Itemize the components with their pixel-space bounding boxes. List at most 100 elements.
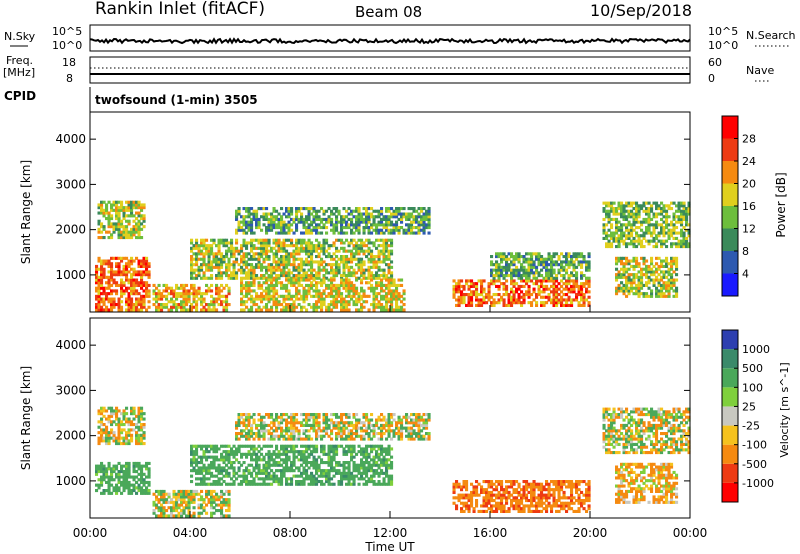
echo-cell (275, 268, 279, 272)
echo-cell (252, 238, 256, 242)
echo-cell (610, 223, 614, 227)
echo-cell (302, 444, 306, 448)
echo-cell (185, 506, 189, 510)
echo-cell (127, 300, 131, 304)
echo-cell (302, 458, 306, 462)
echo-cell (512, 290, 516, 294)
echo-cell (220, 471, 224, 475)
echo-cell (110, 475, 114, 479)
echo-cell (477, 298, 481, 302)
echo-cell (672, 217, 676, 221)
echo-cell (325, 461, 329, 465)
echo-cell (530, 260, 534, 264)
echo-cell (610, 245, 614, 249)
echo-cell (512, 260, 516, 264)
echo-cell (367, 215, 371, 219)
echo-cell (502, 265, 506, 269)
echo-cell (112, 420, 116, 424)
echo-cell (322, 241, 326, 245)
echo-cell (297, 257, 301, 261)
echo-cell (142, 433, 146, 437)
echo-cell (137, 417, 141, 421)
echo-cell (225, 455, 229, 459)
echo-cell (175, 503, 179, 507)
echo-cell (225, 305, 229, 309)
echo-cell (492, 279, 496, 283)
echo-cell (335, 286, 339, 290)
echo-cell (380, 223, 384, 227)
echo-cell (522, 265, 526, 269)
echo-cell (580, 295, 584, 299)
echo-cell (525, 260, 529, 264)
echo-cell (350, 231, 354, 235)
echo-cell (197, 492, 201, 496)
echo-cell (587, 290, 591, 294)
echo-cell (257, 444, 261, 448)
echo-cell (267, 278, 271, 282)
echo-cell (427, 209, 431, 213)
echo-cell (467, 298, 471, 302)
echo-cell (112, 227, 116, 231)
echo-cell (160, 509, 164, 513)
echo-cell (267, 228, 271, 232)
echo-cell (402, 231, 406, 235)
echo-cell (507, 298, 511, 302)
echo-cell (245, 477, 249, 481)
echo-cell (102, 200, 106, 204)
echo-cell (292, 455, 296, 459)
echo-cell (330, 477, 334, 481)
echo-cell (162, 506, 166, 510)
echo-cell (97, 300, 101, 304)
echo-cell (125, 483, 129, 487)
echo-cell (127, 206, 131, 210)
echo-cell (107, 278, 111, 282)
echo-cell (272, 276, 276, 280)
echo-cell (575, 298, 579, 302)
echo-cell (657, 223, 661, 227)
echo-cell (382, 217, 386, 221)
echo-cell (257, 263, 261, 267)
echo-cell (540, 284, 544, 288)
echo-cell (315, 469, 319, 473)
echo-cell (457, 301, 461, 305)
echo-cell (302, 297, 306, 301)
echo-cell (562, 298, 566, 302)
echo-cell (545, 301, 549, 305)
echo-cell (175, 498, 179, 502)
echo-cell (655, 267, 659, 271)
echo-cell (215, 466, 219, 470)
echo-cell (255, 215, 259, 219)
echo-cell (532, 298, 536, 302)
echo-cell (192, 271, 196, 275)
echo-cell (142, 425, 146, 429)
echo-cell (627, 281, 631, 285)
echo-cell (280, 244, 284, 248)
echo-cell (272, 297, 276, 301)
echo-cell (122, 281, 126, 285)
echo-cell (205, 471, 209, 475)
echo-cell (120, 203, 124, 207)
echo-cell (260, 244, 264, 248)
echo-cell (580, 265, 584, 269)
echo-cell (272, 292, 276, 296)
echo-cell (642, 292, 646, 296)
echo-cell (190, 444, 194, 448)
echo-cell (285, 444, 289, 448)
echo-cell (310, 231, 314, 235)
echo-cell (222, 480, 226, 484)
echo-cell (202, 482, 206, 486)
echo-cell (135, 305, 139, 309)
echo-cell (125, 461, 129, 465)
echo-cell (115, 303, 119, 307)
echo-cell (552, 271, 556, 275)
echo-cell (135, 206, 139, 210)
echo-cell (345, 226, 349, 230)
echo-cell (322, 217, 326, 221)
echo-cell (252, 482, 256, 486)
echo-cell (155, 292, 159, 296)
echo-cell (120, 412, 124, 416)
echo-cell (387, 271, 391, 275)
echo-cell (182, 498, 186, 502)
echo-cell (135, 433, 139, 437)
echo-cell (687, 228, 691, 232)
